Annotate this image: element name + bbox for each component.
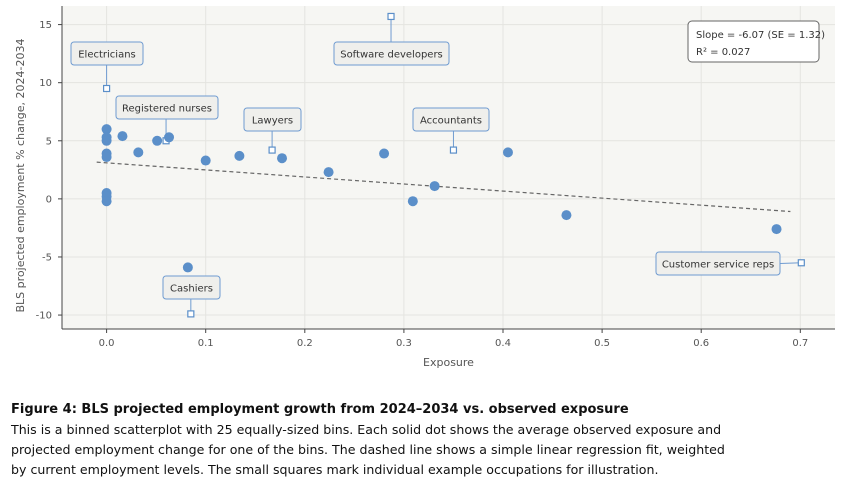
callout-box <box>333 41 450 66</box>
x-tick-label: 0.1 <box>198 338 214 349</box>
callout-label: Software developers <box>340 50 443 61</box>
caption-body: This is a binned scatterplot with 25 equ… <box>11 420 831 480</box>
data-point <box>561 210 572 221</box>
data-point <box>323 167 334 178</box>
y-tick-label: 15 <box>39 20 52 31</box>
callout-label: Lawyers <box>252 116 293 127</box>
data-point <box>101 135 112 146</box>
callout-box <box>412 107 490 132</box>
scatter-chart: 0.0 0.1 0.2 0.3 0.4 0.5 0.6 0.7 15 10 5 0 -5 -10 Expos… <box>14 6 835 369</box>
x-axis-title: Exposure <box>423 356 474 369</box>
callout-box <box>115 95 219 120</box>
data-point <box>117 131 128 142</box>
stats-box <box>687 20 820 63</box>
y-tick-label: -5 <box>42 252 52 263</box>
example-marker <box>449 146 458 154</box>
stats-r2: R² = 0.027 <box>696 47 750 58</box>
y-tick-label: 10 <box>39 78 52 89</box>
y-axis-title: BLS projected employment % change, 2024-… <box>14 39 27 313</box>
caption-line: projected employment change for one of t… <box>11 442 725 457</box>
callout-label: Registered nurses <box>122 104 212 115</box>
data-point <box>101 196 112 207</box>
caption-title: Figure 4: BLS projected employment growt… <box>11 402 629 417</box>
callout-box <box>162 275 221 300</box>
y-tick-label: 5 <box>46 136 52 147</box>
callout-label: Accountants <box>420 116 482 127</box>
data-point <box>429 181 440 192</box>
data-point <box>182 262 193 273</box>
example-marker <box>102 84 111 93</box>
callout-label: Cashiers <box>170 284 213 295</box>
y-tick-label: 0 <box>46 194 52 205</box>
stats-slope: Slope = -6.07 (SE = 1.32) <box>696 30 825 41</box>
regression-line <box>96 161 791 213</box>
data-point <box>101 152 112 163</box>
data-point <box>133 147 144 158</box>
callout-label: Electricians <box>78 50 136 61</box>
data-point <box>407 196 418 207</box>
data-point <box>200 155 211 166</box>
figure-caption: Figure 4: BLS projected employment growt… <box>11 402 831 480</box>
x-tick-label: 0.4 <box>495 338 511 349</box>
x-tick-label: 0.5 <box>594 338 610 349</box>
example-marker <box>387 12 395 21</box>
caption-line: by current employment levels. The small … <box>11 462 659 477</box>
callout-box <box>243 107 302 132</box>
data-point <box>277 153 288 164</box>
y-tick-label: -10 <box>36 311 52 322</box>
data-point <box>379 148 390 159</box>
example-marker <box>797 259 805 267</box>
x-tick-label: 0.6 <box>693 338 709 349</box>
caption-line: This is a binned scatterplot with 25 equ… <box>11 422 722 437</box>
x-tick-label: 0.3 <box>396 338 412 349</box>
data-point <box>101 124 112 135</box>
example-marker <box>268 146 276 154</box>
data-point <box>234 150 245 161</box>
x-tick-label: 0.0 <box>99 338 115 349</box>
callout-box <box>655 251 781 276</box>
example-marker <box>187 310 195 318</box>
callout-label: Customer service reps <box>662 260 774 271</box>
data-point <box>502 147 513 158</box>
data-point <box>152 135 163 146</box>
callout-box <box>70 41 144 66</box>
x-tick-label: 0.2 <box>297 338 313 349</box>
data-point <box>164 132 175 143</box>
data-point <box>771 224 782 235</box>
x-tick-label: 0.7 <box>792 338 808 349</box>
plot-layer: 0.0 0.1 0.2 0.3 0.4 0.5 0.6 0.7 15 10 5 0 -5 -10 Expos… <box>14 6 835 369</box>
